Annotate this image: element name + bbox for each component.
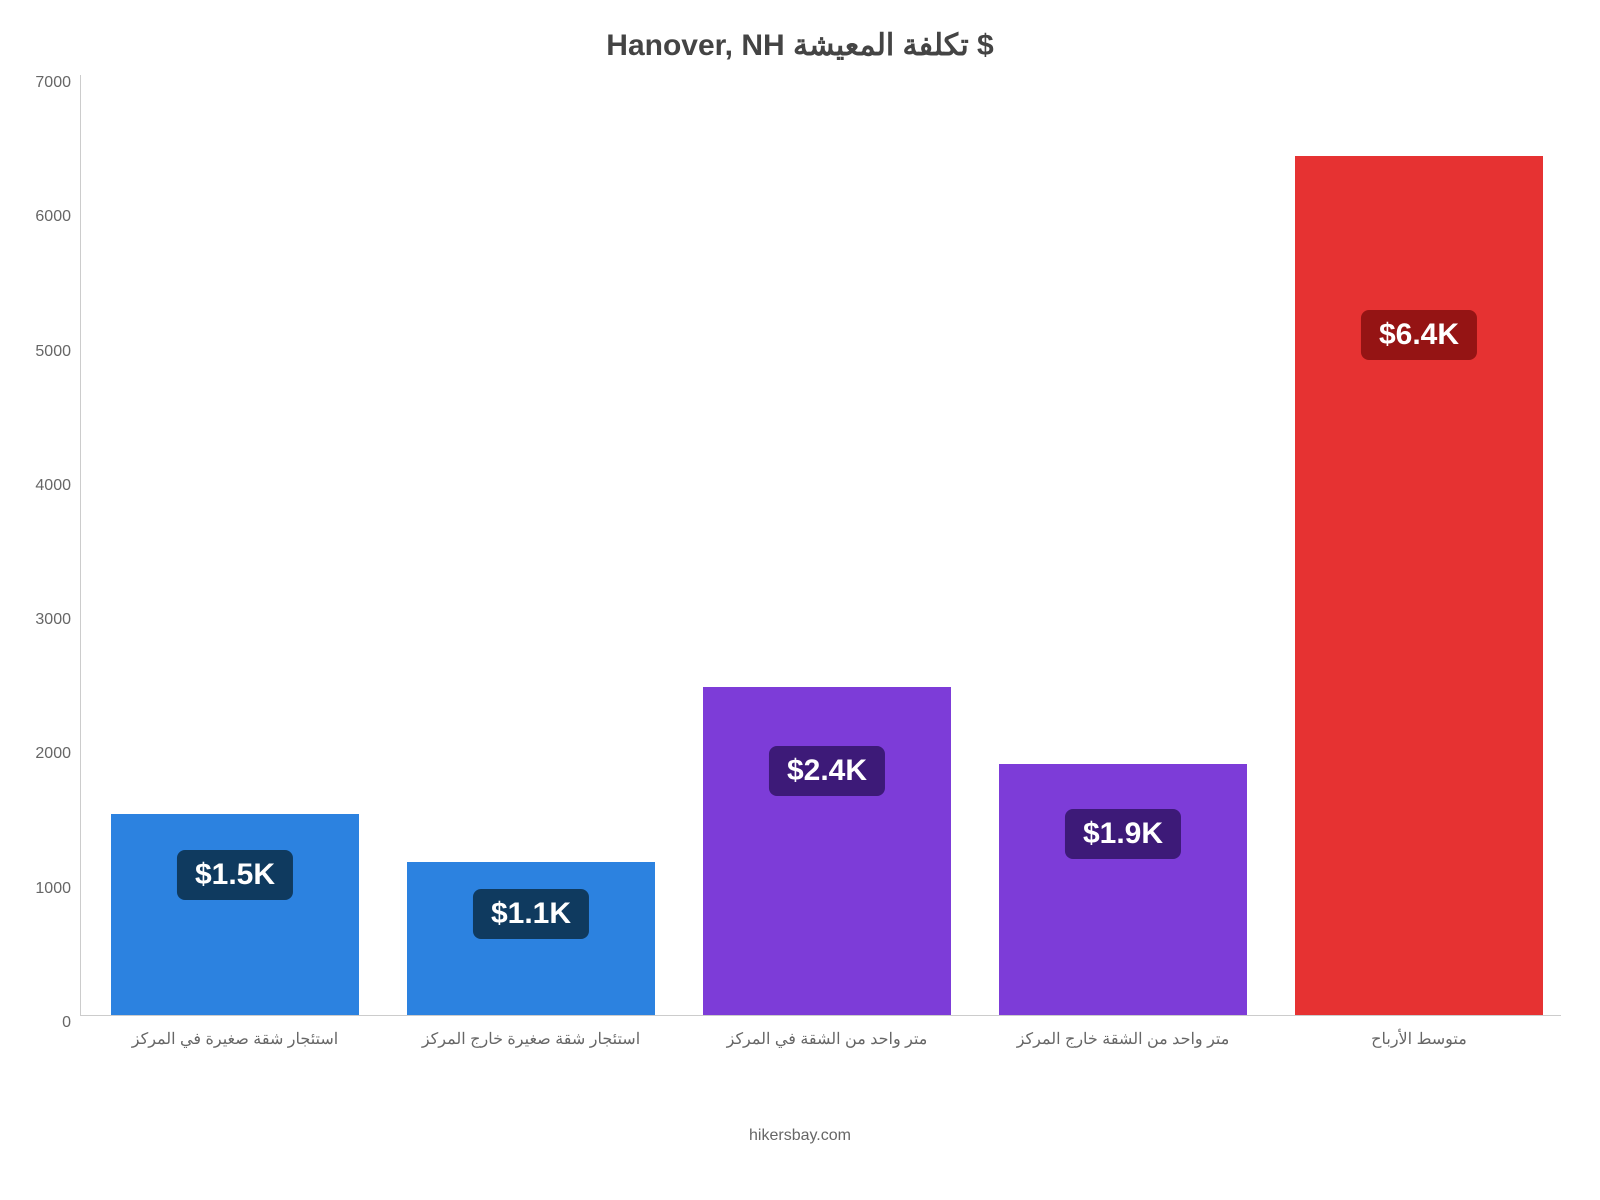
bar-value-badge: $1.5K (177, 850, 293, 900)
y-tick-label: 1000 (21, 880, 71, 898)
y-tick-label: 5000 (21, 343, 71, 361)
chart-title: Hanover, NH تكلفة المعيشة $ (0, 28, 1600, 63)
bar-value-badge: $1.9K (1065, 809, 1181, 859)
x-axis-label: استئجار شقة صغيرة خارج المركز (386, 1015, 676, 1049)
bar-value-badge: $1.1K (473, 889, 589, 939)
bar-value-badge: $2.4K (769, 746, 885, 796)
x-axis-label: متوسط الأرباح (1274, 1015, 1564, 1049)
bar: $2.4Kمتر واحد من الشقة في المركز (703, 687, 951, 1015)
y-tick-label: 7000 (21, 74, 71, 92)
bar-value-badge: $6.4K (1361, 310, 1477, 360)
y-tick-label: 0 (21, 1014, 71, 1032)
chart-source: hikersbay.com (0, 1127, 1600, 1145)
y-tick-label: 4000 (21, 477, 71, 495)
bar: $6.4Kمتوسط الأرباح (1295, 156, 1543, 1015)
x-axis-label: متر واحد من الشقة خارج المركز (978, 1015, 1268, 1049)
bar: $1.5Kاستئجار شقة صغيرة في المركز (111, 814, 359, 1015)
y-tick-label: 3000 (21, 611, 71, 629)
cost-of-living-chart: Hanover, NH تكلفة المعيشة $ 010002000300… (0, 0, 1600, 1200)
y-tick-label: 6000 (21, 208, 71, 226)
bar: $1.9Kمتر واحد من الشقة خارج المركز (999, 764, 1247, 1015)
y-tick-label: 2000 (21, 745, 71, 763)
x-axis-label: متر واحد من الشقة في المركز (682, 1015, 972, 1049)
x-axis-label: استئجار شقة صغيرة في المركز (90, 1015, 380, 1049)
bar: $1.1Kاستئجار شقة صغيرة خارج المركز (407, 862, 655, 1015)
plot-area: 01000200030004000500060007000$1.5Kاستئجا… (80, 75, 1561, 1016)
